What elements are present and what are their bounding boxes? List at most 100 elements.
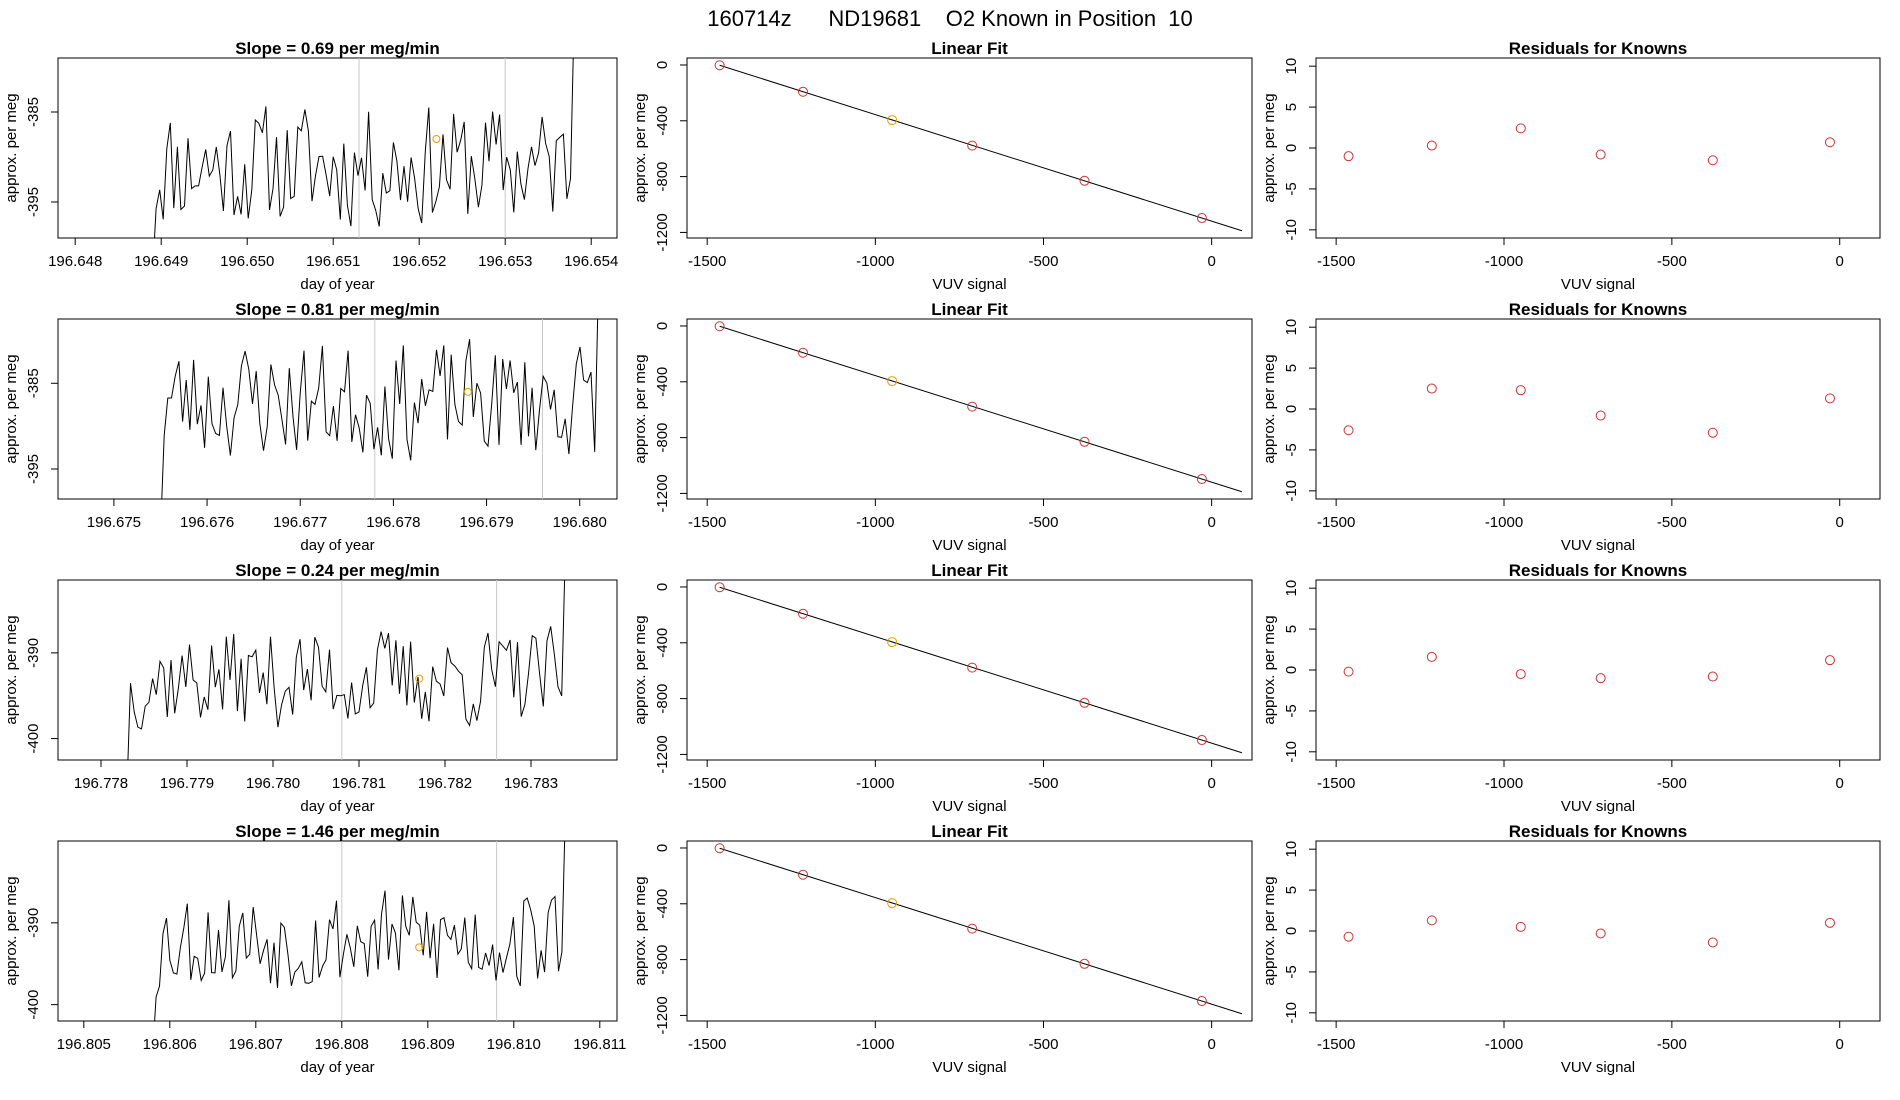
plot-area bbox=[154, 58, 574, 238]
data-point bbox=[1707, 155, 1718, 166]
data-point bbox=[1707, 427, 1718, 438]
x-tick-label: -500 bbox=[1657, 1036, 1687, 1053]
data-point bbox=[1426, 383, 1437, 394]
y-tick-label: -5 bbox=[1283, 965, 1300, 978]
data-point bbox=[967, 401, 978, 412]
plot-area bbox=[714, 321, 1243, 493]
x-tick-label: -1500 bbox=[1317, 253, 1355, 270]
y-tick-label: -385 bbox=[25, 97, 42, 127]
panel-4: Slope = 0.81 per meg/min day of year appro… bbox=[3, 300, 618, 554]
data-point bbox=[967, 140, 978, 151]
data-point bbox=[1515, 669, 1526, 680]
panel-title: Linear Fit bbox=[931, 561, 1008, 580]
y-tick-label: 0 bbox=[654, 322, 671, 330]
data-point bbox=[1079, 958, 1090, 969]
data-point bbox=[798, 608, 809, 619]
panel-10: Slope = 1.46 per meg/min day of year appro… bbox=[3, 822, 626, 1076]
x-tick-label: 196.677 bbox=[273, 514, 327, 531]
plot-area bbox=[1343, 383, 1835, 438]
panel-grid: Slope = 0.69 per meg/min day of year appro… bbox=[3, 39, 1881, 1076]
x-tick-label: 196.680 bbox=[553, 514, 607, 531]
highlight-point bbox=[463, 387, 472, 396]
plot-frame bbox=[57, 579, 618, 761]
x-tick-label: 0 bbox=[1207, 514, 1215, 531]
x-tick-label: 196.780 bbox=[246, 775, 300, 792]
data-point bbox=[1079, 175, 1090, 186]
x-tick-label: -500 bbox=[1028, 1036, 1058, 1053]
trace-line bbox=[154, 58, 574, 238]
x-tick-label: -1500 bbox=[1317, 775, 1355, 792]
plot-frame bbox=[686, 579, 1253, 761]
data-point bbox=[1595, 410, 1606, 421]
trace-line bbox=[161, 319, 599, 499]
x-axis-label: day of year bbox=[300, 537, 374, 554]
panel-12: Residuals for Knowns VUV signal approx. pe… bbox=[1261, 822, 1881, 1076]
x-tick-label: -1500 bbox=[688, 1036, 726, 1053]
plot-frame bbox=[57, 57, 618, 239]
x-tick-label: -1000 bbox=[1485, 775, 1523, 792]
x-tick-label: -1000 bbox=[856, 1036, 894, 1053]
panel-11: Linear Fit VUV signal approx. per meg -1500… bbox=[632, 822, 1253, 1076]
plot-area bbox=[154, 841, 566, 1021]
highlight-point bbox=[432, 135, 441, 143]
x-tick-label: 0 bbox=[1836, 253, 1844, 270]
x-tick-label: 0 bbox=[1207, 1036, 1215, 1053]
data-point bbox=[1824, 393, 1835, 404]
y-axis-label: approx. per meg bbox=[632, 876, 649, 985]
panel-title: Slope = 1.46 per meg/min bbox=[235, 822, 440, 841]
x-tick-label: 196.679 bbox=[459, 514, 513, 531]
x-tick-label: 0 bbox=[1836, 514, 1844, 531]
y-axis-label: approx. per meg bbox=[3, 354, 20, 463]
data-point bbox=[1515, 921, 1526, 932]
data-point bbox=[887, 637, 898, 648]
x-tick-label: 196.783 bbox=[504, 775, 558, 792]
x-tick-label: 196.676 bbox=[180, 514, 234, 531]
x-axis-label: day of year bbox=[300, 276, 374, 293]
data-point bbox=[714, 843, 725, 854]
x-tick-label: 196.652 bbox=[392, 253, 446, 270]
x-tick-label: -1000 bbox=[1485, 514, 1523, 531]
x-tick-label: -1000 bbox=[856, 775, 894, 792]
panel-title: Linear Fit bbox=[931, 39, 1008, 58]
y-tick-label: -400 bbox=[25, 990, 42, 1020]
x-tick-label: 196.654 bbox=[564, 253, 618, 270]
highlight-point bbox=[415, 943, 424, 952]
y-tick-label: -400 bbox=[654, 628, 671, 658]
plot-area bbox=[714, 582, 1243, 754]
plot-frame bbox=[1315, 57, 1881, 239]
data-point bbox=[887, 115, 898, 126]
x-tick-label: 196.809 bbox=[401, 1036, 455, 1053]
data-point bbox=[1595, 673, 1606, 684]
x-axis-label: day of year bbox=[300, 798, 374, 815]
data-point bbox=[1343, 151, 1354, 162]
y-tick-label: -1200 bbox=[654, 996, 671, 1034]
plot-frame bbox=[686, 840, 1253, 1022]
data-point bbox=[1824, 137, 1835, 148]
data-point bbox=[1426, 140, 1437, 151]
y-tick-label: 0 bbox=[654, 844, 671, 852]
plot-area bbox=[714, 843, 1243, 1015]
x-tick-label: -500 bbox=[1657, 514, 1687, 531]
data-point bbox=[887, 376, 898, 387]
x-tick-label: 196.648 bbox=[48, 253, 102, 270]
y-axis-label: approx. per meg bbox=[1261, 93, 1278, 202]
data-point bbox=[1824, 917, 1835, 928]
plot-frame bbox=[1315, 318, 1881, 500]
panel-title: Residuals for Knowns bbox=[1509, 561, 1688, 580]
y-tick-label: -400 bbox=[654, 889, 671, 919]
x-tick-label: 196.651 bbox=[306, 253, 360, 270]
x-tick-label: -500 bbox=[1657, 775, 1687, 792]
x-axis-label: VUV signal bbox=[932, 537, 1006, 554]
x-tick-label: -1500 bbox=[688, 253, 726, 270]
y-tick-label: 10 bbox=[1283, 841, 1300, 858]
y-axis-label: approx. per meg bbox=[1261, 354, 1278, 463]
x-tick-label: 196.807 bbox=[229, 1036, 283, 1053]
x-tick-label: -1000 bbox=[856, 514, 894, 531]
x-tick-label: 196.650 bbox=[220, 253, 274, 270]
plot-area bbox=[1343, 123, 1835, 166]
x-axis-label: VUV signal bbox=[932, 1059, 1006, 1076]
plot-frame bbox=[686, 318, 1253, 500]
panel-title: Residuals for Knowns bbox=[1509, 822, 1688, 841]
data-point bbox=[967, 923, 978, 934]
y-tick-label: -10 bbox=[1283, 1002, 1300, 1024]
